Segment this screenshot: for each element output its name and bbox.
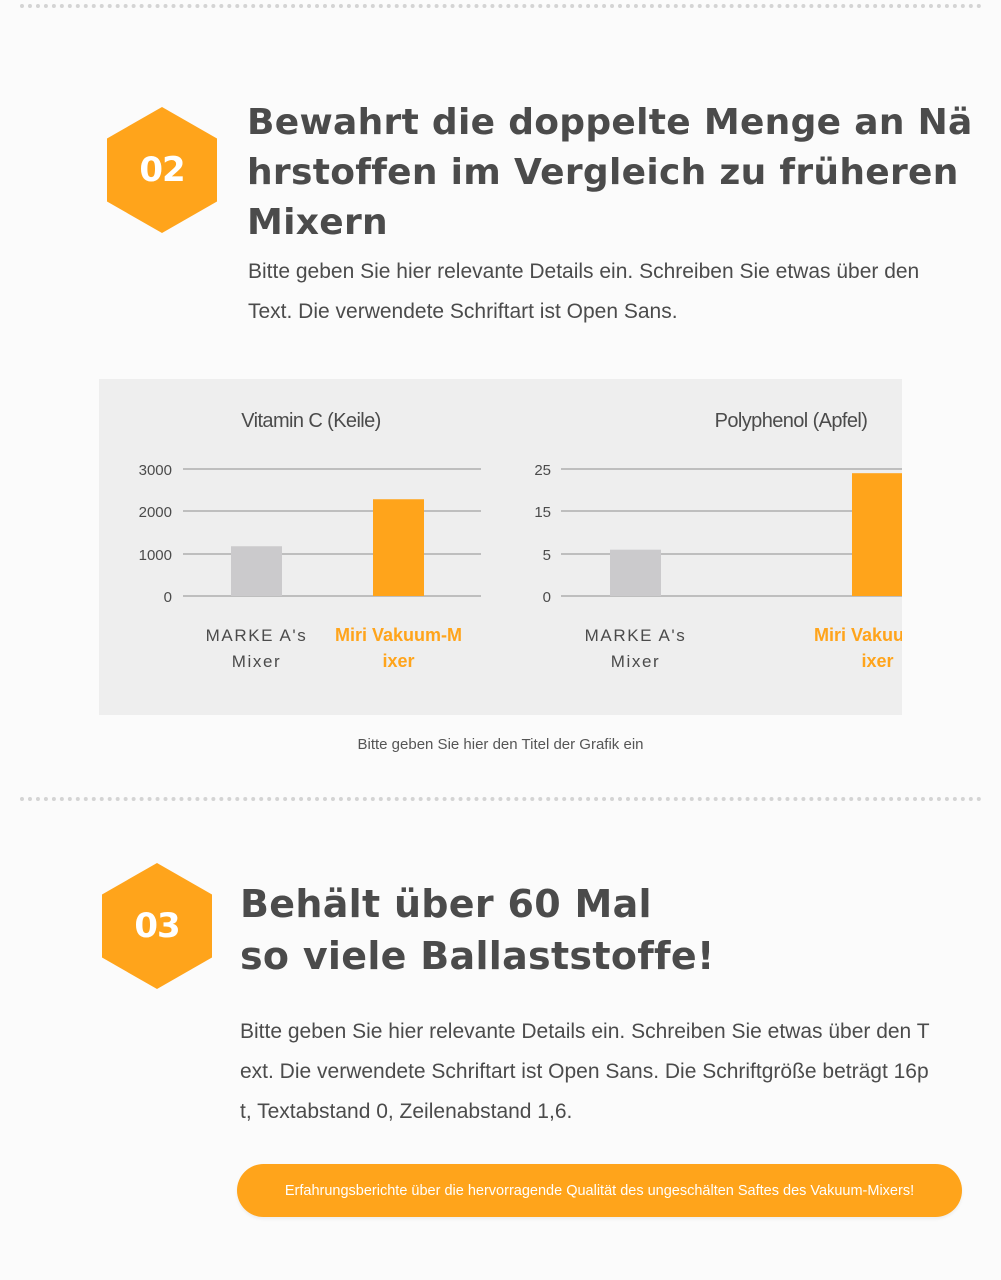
x-category-label: ixer [861,651,893,671]
bar [231,546,282,596]
x-category-label: Miri Vakuum-M [335,625,462,645]
x-category-label: MARKE A's [585,626,687,645]
chart-caption: Bitte geben Sie hier den Titel der Grafi… [357,736,644,753]
section-title-line2: so viele Ballaststoffe! [240,934,715,978]
y-tick-label: 25 [534,462,551,479]
testimonials-button-label: Erfahrungsberichte über die hervorragend… [284,1182,915,1199]
section-title: Bewahrt die doppelte Menge an Nährstoffe… [247,102,973,243]
bar [610,549,661,596]
x-category-label: ixer [382,651,414,671]
x-category-label: Mixer [232,652,282,671]
testimonials-button[interactable]: Erfahrungsberichte über die hervorragend… [237,1164,962,1217]
section-title-line1: Behält über 60 Mal [240,882,652,926]
section-number: 03 [134,906,180,946]
x-category-label: MARKE A's [206,626,308,645]
section-number: 02 [139,150,185,190]
section-number-badge: 03 [102,863,212,989]
bar [852,473,902,596]
y-tick-label: 2000 [139,504,172,521]
section-number-badge: 02 [107,107,217,233]
middle-dotted-divider [20,797,982,801]
x-category-label: Miri Vakuum-M [814,625,902,645]
top-dotted-divider [20,4,982,8]
polyphenol-chart: Polyphenol (Apfel) 25 15 5 0 MARKE A's Mixer Mi… [534,410,902,671]
y-tick-label: 15 [534,504,551,521]
chart-title: Vitamin C (Keile) [241,410,380,432]
y-tick-label: 0 [543,589,551,606]
x-category-label: Mixer [611,652,661,671]
y-tick-label: 0 [164,589,172,606]
chart-title: Polyphenol (Apfel) [715,410,868,432]
y-tick-label: 3000 [139,462,172,479]
section-description: Bitte geben Sie hier relevante Details e… [240,1020,930,1123]
section-description: Bitte geben Sie hier relevante Details e… [248,260,920,323]
y-tick-label: 1000 [139,547,172,564]
chart-panel: Vitamin C (Keile) 3000 2000 1000 0 MARKE A's M… [99,379,902,715]
y-tick-label: 5 [543,547,551,564]
vitamin-c-chart: Vitamin C (Keile) 3000 2000 1000 0 MARKE A's M… [139,410,481,671]
bar [373,499,424,596]
